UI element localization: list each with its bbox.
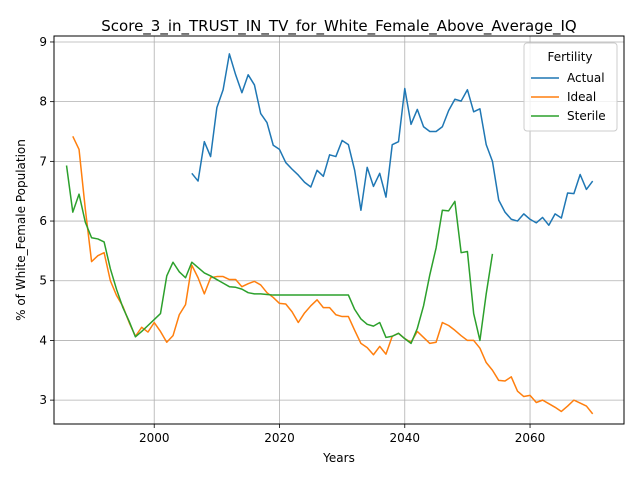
- x-axis-label: Years: [322, 451, 355, 465]
- y-tick-label: 4: [39, 333, 47, 347]
- legend-label-ideal: Ideal: [567, 90, 596, 104]
- y-tick-label: 7: [39, 154, 47, 168]
- chart-title: Score_3_in_TRUST_IN_TV_for_White_Female_…: [101, 17, 576, 36]
- y-tick-label: 3: [39, 393, 47, 407]
- x-tick-label: 2060: [515, 431, 546, 445]
- y-tick-label: 9: [39, 35, 47, 49]
- legend-label-sterile: Sterile: [567, 109, 606, 123]
- x-tick-label: 2040: [389, 431, 420, 445]
- series-line-ideal: [72, 135, 594, 415]
- y-tick-label: 6: [39, 214, 47, 228]
- legend-box: [523, 42, 618, 132]
- plot-area: [53, 35, 625, 425]
- x-tick-label: 2020: [264, 431, 295, 445]
- y-axis-ticks: 3 4 5 6 7 8 9: [39, 35, 54, 407]
- legend: Fertility Actual Ideal Sterile: [523, 42, 618, 132]
- y-axis-label: % of White_Female Population: [14, 139, 28, 321]
- series-line-actual: [191, 53, 594, 226]
- x-axis-ticks: 2000 2020 2040 2060: [139, 424, 545, 445]
- y-tick-label: 8: [39, 95, 47, 109]
- legend-label-actual: Actual: [567, 71, 605, 85]
- y-tick-label: 5: [39, 274, 47, 288]
- series-lines: [65, 53, 594, 415]
- x-tick-label: 2000: [139, 431, 170, 445]
- legend-title: Fertility: [547, 50, 592, 64]
- series-line-sterile: [65, 165, 494, 345]
